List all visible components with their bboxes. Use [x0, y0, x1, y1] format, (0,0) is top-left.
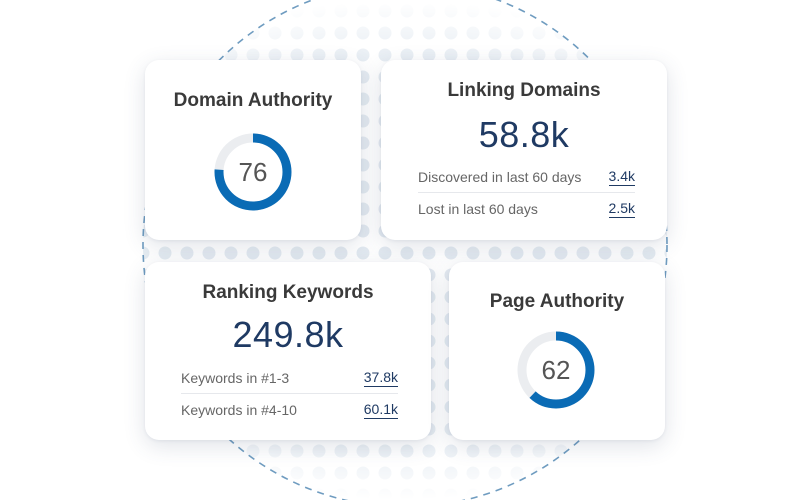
stat-row-top4-10: Keywords in #4-10 60.1k: [181, 401, 398, 419]
domain-authority-gauge: 76: [214, 133, 292, 211]
domain-authority-title: Domain Authority: [173, 90, 333, 111]
stat-value-link[interactable]: 2.5k: [608, 200, 635, 218]
linking-domains-card: Linking Domains 58.8k Discovered in last…: [381, 60, 667, 240]
stat-label: Keywords in #1-3: [181, 370, 290, 386]
page-authority-value: 62: [542, 355, 571, 385]
dashed-circle-outline: [142, 0, 668, 500]
row-divider: [181, 393, 398, 394]
ranking-keywords-title: Ranking Keywords: [202, 282, 374, 303]
gauge-fill: [517, 331, 595, 409]
linking-domains-title: Linking Domains: [447, 80, 601, 101]
linking-domains-total: 58.8k: [478, 114, 570, 155]
row-divider: [418, 192, 635, 193]
stat-value-link[interactable]: 37.8k: [363, 369, 398, 387]
stat-row-top3: Keywords in #1-3 37.8k: [181, 369, 398, 387]
page-authority-gauge: 62: [517, 331, 595, 409]
domain-authority-value: 76: [239, 157, 268, 187]
ranking-keywords-total: 249.8k: [232, 314, 344, 355]
stat-label: Keywords in #4-10: [181, 402, 297, 418]
gauge-fill: [214, 133, 292, 211]
stat-value-link[interactable]: 60.1k: [363, 401, 398, 419]
stat-label: Discovered in last 60 days: [418, 169, 582, 185]
ranking-keywords-card: Ranking Keywords 249.8k Keywords in #1-3…: [145, 262, 431, 440]
stat-row-discovered: Discovered in last 60 days 3.4k: [418, 168, 635, 186]
page-authority-title: Page Authority: [489, 291, 625, 312]
page-authority-card: Page Authority 62: [449, 262, 665, 440]
stat-row-lost: Lost in last 60 days 2.5k: [418, 200, 635, 218]
stat-label: Lost in last 60 days: [418, 201, 538, 217]
domain-authority-card: Domain Authority 76: [145, 60, 361, 240]
stat-value-link[interactable]: 3.4k: [608, 168, 635, 186]
